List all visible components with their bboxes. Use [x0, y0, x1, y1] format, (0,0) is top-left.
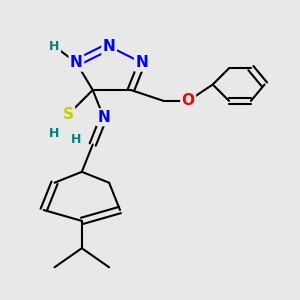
Text: S: S [63, 107, 74, 122]
Text: N: N [70, 55, 83, 70]
Text: H: H [71, 133, 82, 146]
Text: H: H [50, 40, 60, 53]
Text: N: N [97, 110, 110, 125]
Text: N: N [103, 39, 116, 54]
Text: N: N [135, 55, 148, 70]
Text: O: O [182, 93, 195, 108]
Text: H: H [50, 127, 60, 140]
